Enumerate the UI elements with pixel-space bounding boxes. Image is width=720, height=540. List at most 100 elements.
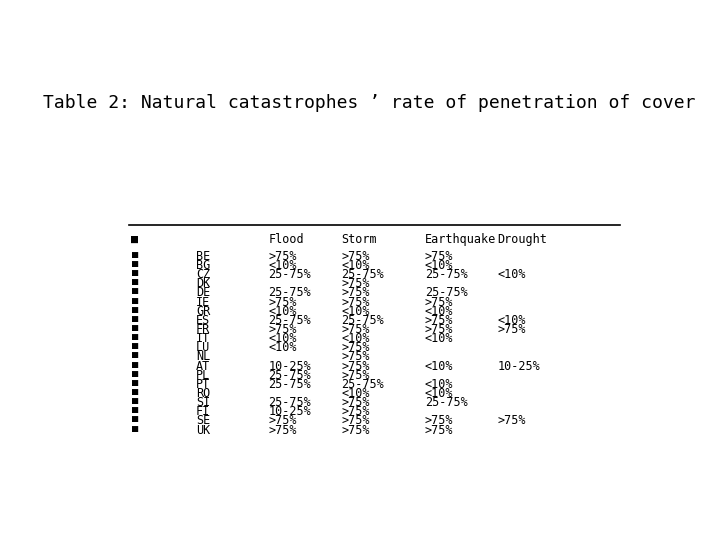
Text: >75%: >75% [498,323,526,336]
Text: <10%: <10% [269,305,297,318]
Text: >75%: >75% [341,406,369,419]
Text: >75%: >75% [341,350,369,363]
Text: >75%: >75% [341,341,369,354]
Text: >75%: >75% [341,286,369,299]
Text: >75%: >75% [498,415,526,428]
Text: RO: RO [196,387,210,400]
Text: 25-75%: 25-75% [269,268,311,281]
Text: AT: AT [196,360,210,373]
Text: >75%: >75% [269,323,297,336]
Text: BE: BE [196,250,210,263]
Text: 25-75%: 25-75% [269,396,311,409]
Text: <10%: <10% [498,314,526,327]
Text: ■: ■ [132,268,138,278]
Text: ES: ES [196,314,210,327]
Text: DK: DK [196,277,210,291]
Text: <10%: <10% [269,259,297,272]
Text: 10-25%: 10-25% [498,360,540,373]
Text: <10%: <10% [341,332,369,345]
Text: 25-75%: 25-75% [341,378,384,391]
Text: UK: UK [196,424,210,437]
Text: 25-75%: 25-75% [425,396,467,409]
Text: <10%: <10% [341,387,369,400]
Text: >75%: >75% [341,295,369,308]
Text: >75%: >75% [341,360,369,373]
Text: ■: ■ [132,387,138,397]
Text: 10-25%: 10-25% [269,406,311,419]
Text: ■: ■ [132,250,138,260]
Text: <10%: <10% [269,332,297,345]
Text: IE: IE [196,295,210,308]
Text: ■: ■ [132,286,138,296]
Text: <10%: <10% [425,259,454,272]
Text: ■: ■ [132,295,138,306]
Text: 25-75%: 25-75% [269,286,311,299]
Text: ■: ■ [132,259,138,269]
Text: GR: GR [196,305,210,318]
Text: >75%: >75% [341,323,369,336]
Text: NL: NL [196,350,210,363]
Text: ■: ■ [132,406,138,415]
Text: LU: LU [196,341,210,354]
Text: 25-75%: 25-75% [269,314,311,327]
Text: >75%: >75% [425,415,454,428]
Text: <10%: <10% [269,341,297,354]
Text: >75%: >75% [269,424,297,437]
Text: ■: ■ [131,233,138,246]
Text: >75%: >75% [341,250,369,263]
Text: FR: FR [196,323,210,336]
Text: ■: ■ [132,396,138,406]
Text: Drought: Drought [498,233,547,246]
Text: ■: ■ [132,378,138,388]
Text: >75%: >75% [341,396,369,409]
Text: 25-75%: 25-75% [269,378,311,391]
Text: >75%: >75% [269,295,297,308]
Text: 25-75%: 25-75% [425,268,467,281]
Text: >75%: >75% [269,250,297,263]
Text: SI: SI [196,396,210,409]
Text: ■: ■ [132,415,138,424]
Text: ■: ■ [132,424,138,434]
Text: ■: ■ [132,350,138,361]
Text: >75%: >75% [425,295,454,308]
Text: ■: ■ [132,314,138,324]
Text: <10%: <10% [425,360,454,373]
Text: >75%: >75% [341,369,369,382]
Text: IT: IT [196,332,210,345]
Text: >75%: >75% [269,415,297,428]
Text: 25-75%: 25-75% [425,286,467,299]
Text: ■: ■ [132,323,138,333]
Text: 25-75%: 25-75% [341,314,384,327]
Text: <10%: <10% [425,378,454,391]
Text: >75%: >75% [341,415,369,428]
Text: >75%: >75% [425,424,454,437]
Text: ■: ■ [132,277,138,287]
Text: SE: SE [196,415,210,428]
Text: <10%: <10% [341,305,369,318]
Text: <10%: <10% [498,268,526,281]
Text: DE: DE [196,286,210,299]
Text: Table 2: Natural catastrophes ’ rate of penetration of cover: Table 2: Natural catastrophes ’ rate of … [42,94,696,112]
Text: ■: ■ [132,360,138,369]
Text: CZ: CZ [196,268,210,281]
Text: >75%: >75% [341,277,369,291]
Text: <10%: <10% [425,332,454,345]
Text: 25-75%: 25-75% [269,369,311,382]
Text: BG: BG [196,259,210,272]
Text: <10%: <10% [425,387,454,400]
Text: ■: ■ [132,305,138,315]
Text: 10-25%: 10-25% [269,360,311,373]
Text: ■: ■ [132,341,138,352]
Text: <10%: <10% [425,305,454,318]
Text: ■: ■ [132,332,138,342]
Text: PT: PT [196,378,210,391]
Text: Earthquake: Earthquake [425,233,496,246]
Text: >75%: >75% [425,314,454,327]
Text: >75%: >75% [425,323,454,336]
Text: PL: PL [196,369,210,382]
Text: >75%: >75% [341,424,369,437]
Text: FI: FI [196,406,210,419]
Text: Flood: Flood [269,233,304,246]
Text: <10%: <10% [341,259,369,272]
Text: Storm: Storm [341,233,377,246]
